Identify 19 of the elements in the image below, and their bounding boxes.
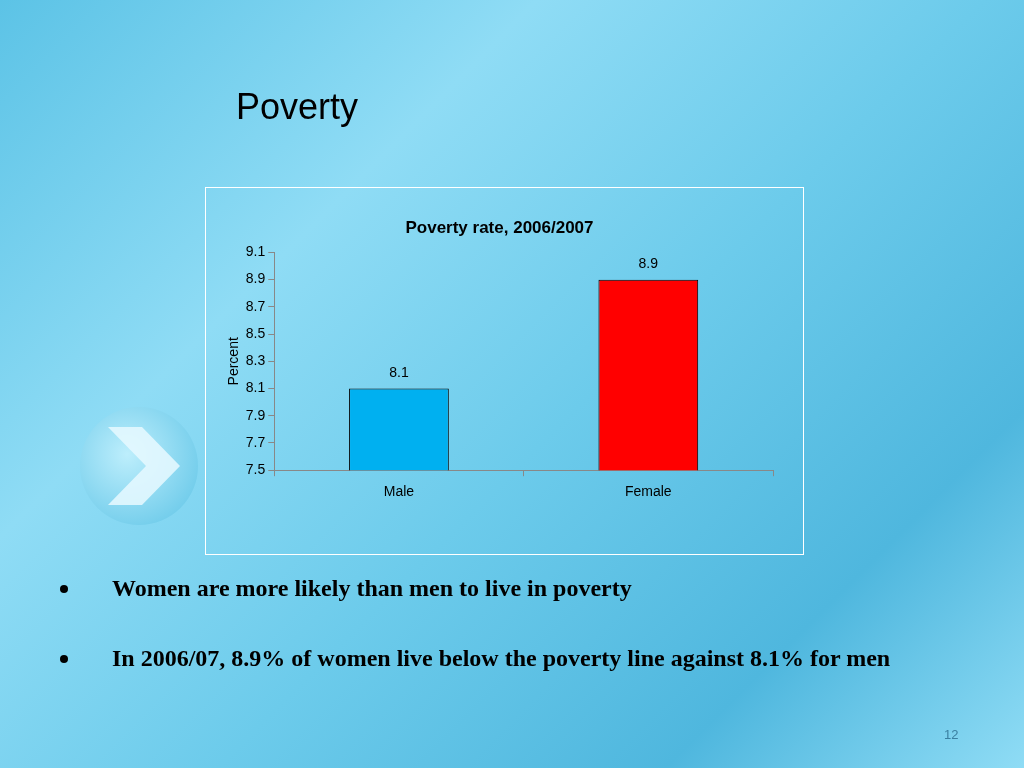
data-label: 8.9 [638,255,659,272]
y-tick-label: 8.3 [245,352,266,369]
y-tick-label: 9.1 [245,243,266,260]
data-label: 8.1 [389,364,409,381]
y-axis-title: Percent [225,337,242,386]
y-tick-label: 7.9 [245,406,266,423]
x-tick-label: Male [383,483,415,500]
y-tick-label: 7.7 [245,433,266,450]
y-tick-label: 8.7 [245,297,266,314]
chart-title: Poverty rate, 2006/2007 [405,217,594,237]
y-tick-label: 7.5 [245,461,266,478]
text: In 2006/07, 8.9% of women live below the poverty line against 8.1% for men [112,645,892,671]
text: 12 [944,727,959,742]
y-tick-label: 8.1 [245,379,266,396]
y-tick-label: 8.9 [245,270,266,287]
y-tick-label: 8.5 [245,324,266,341]
x-tick-label: Female [624,483,672,500]
text: Women are more likely than men to live in poverty [112,575,633,601]
text: Poverty [236,86,359,128]
